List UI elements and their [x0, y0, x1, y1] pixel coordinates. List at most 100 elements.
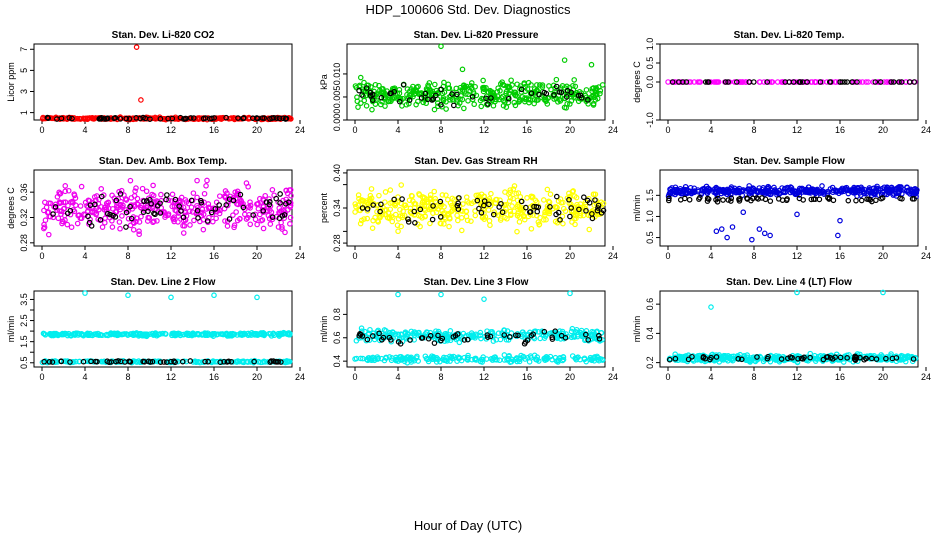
data-point [881, 184, 888, 191]
data-point [503, 90, 509, 97]
data-point [471, 198, 477, 205]
data-point-black [66, 115, 72, 121]
data-point-black [891, 79, 897, 85]
data-point [443, 106, 449, 112]
data-point [899, 353, 906, 359]
y-tick-label: -1.0 [645, 112, 655, 128]
data-point [851, 184, 857, 191]
data-point-black [541, 89, 548, 96]
data-point [501, 357, 508, 363]
data-point [267, 221, 274, 227]
data-point-black [705, 79, 712, 85]
data-point [568, 201, 574, 208]
data-point-black [837, 354, 844, 361]
data-point-black [807, 354, 813, 361]
data-point-black [145, 208, 151, 215]
panel-grid: Stan. Dev. Li-820 CO2 0 4 8 12 16 20 24 1 3 5 7 Lico… [6, 30, 931, 382]
data-point [383, 207, 390, 213]
data-point-black [524, 337, 531, 343]
data-point-black [810, 196, 817, 202]
data-point [444, 358, 450, 365]
data-point [473, 192, 480, 199]
data-point-black [714, 198, 721, 205]
data-point [117, 225, 123, 232]
data-point [580, 212, 587, 219]
outlier-point [794, 211, 800, 218]
data-point-black [852, 354, 858, 361]
outlier-point [254, 294, 260, 301]
data-point [454, 212, 460, 219]
data-point [539, 328, 545, 335]
data-point [415, 98, 421, 105]
data-point-black [278, 359, 284, 365]
data-point [210, 218, 216, 225]
data-point-black [391, 196, 397, 203]
data-point-black [178, 208, 184, 214]
data-point-black [180, 214, 187, 221]
x-tick-label: 20 [565, 372, 575, 382]
data-point [430, 210, 436, 216]
data-point [154, 332, 160, 339]
data-point [377, 212, 383, 218]
data-point-black [80, 358, 87, 365]
data-point [590, 102, 597, 108]
data-point-black [187, 358, 194, 364]
data-point-black [852, 356, 858, 363]
x-tick-label: 4 [82, 251, 87, 261]
data-point [513, 355, 520, 361]
data-point [206, 204, 213, 211]
data-point-black [873, 197, 879, 204]
data-point [150, 331, 157, 338]
data-point [236, 216, 243, 222]
x-tick-label: 8 [125, 251, 130, 261]
data-point-black [107, 211, 113, 218]
x-tick-label: 8 [751, 372, 756, 382]
y-tick-label: 3.5 [19, 293, 29, 306]
data-point [507, 194, 514, 201]
data-point-black [176, 203, 183, 209]
data-point [61, 205, 68, 212]
outlier-point [438, 291, 444, 298]
data-point-black [586, 199, 593, 206]
x-tick-label: 12 [479, 125, 489, 135]
data-point [465, 354, 471, 361]
data-point-black [564, 87, 571, 94]
data-point [461, 105, 467, 112]
data-point-black [367, 89, 374, 96]
y-axis-label: degrees C [6, 187, 16, 229]
x-tick-label: 8 [438, 372, 443, 382]
data-point [99, 224, 106, 230]
x-tick-label: 24 [295, 372, 305, 382]
x-tick-label: 4 [395, 125, 400, 135]
data-point [590, 191, 597, 198]
y-tick-label: 0.28 [19, 234, 29, 252]
data-point-black [864, 196, 870, 202]
data-point [569, 325, 576, 332]
data-point [402, 330, 408, 337]
data-point [378, 355, 385, 362]
data-point-black [405, 216, 411, 222]
data-point [499, 79, 505, 85]
data-point-black [85, 213, 91, 220]
data-point [441, 89, 448, 96]
data-point [234, 188, 241, 195]
data-point-black [518, 198, 525, 205]
data-point-black [501, 332, 508, 338]
data-point-black [849, 79, 856, 85]
data-point [459, 96, 466, 103]
data-point-black [45, 115, 52, 122]
data-point [388, 357, 395, 364]
data-point [594, 354, 601, 361]
data-point-black [521, 340, 528, 347]
y-tick-label: 0.40 [332, 164, 342, 182]
outlier-point [724, 234, 730, 241]
data-point [750, 354, 757, 361]
y-tick-label: 0.2 [645, 356, 655, 369]
data-point-black [533, 203, 540, 210]
data-point [411, 212, 418, 218]
data-point [169, 203, 175, 210]
data-point-black [123, 209, 130, 216]
data-point [555, 99, 561, 105]
data-point-black [126, 116, 133, 122]
data-point-black [378, 201, 384, 208]
